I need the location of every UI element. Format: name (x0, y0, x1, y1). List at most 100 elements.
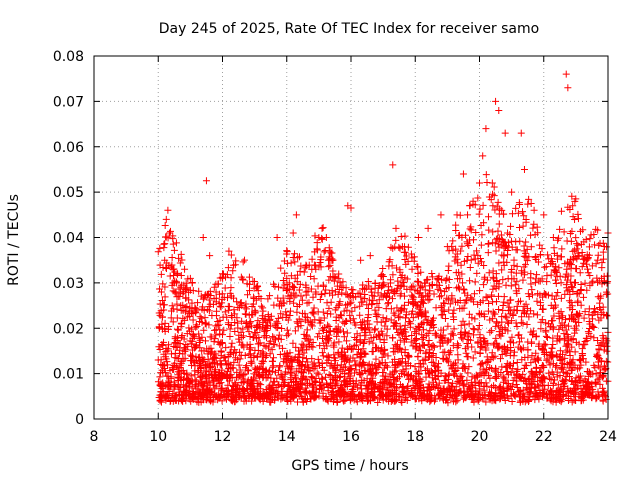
data-point (595, 358, 603, 366)
data-point (598, 371, 606, 379)
data-point (560, 228, 568, 236)
y-tick-label: 0.01 (53, 367, 84, 383)
data-point (332, 325, 340, 333)
data-point (396, 244, 404, 252)
data-point (159, 341, 167, 349)
data-point (463, 256, 471, 264)
data-point (464, 291, 472, 299)
data-point (426, 295, 434, 303)
data-point (510, 359, 518, 367)
data-point (352, 366, 360, 374)
data-point (217, 391, 225, 399)
data-point (569, 356, 577, 364)
data-point (557, 398, 565, 406)
data-point (420, 333, 428, 341)
data-point (586, 271, 594, 279)
data-point (289, 229, 297, 237)
data-point (510, 348, 518, 356)
data-point (239, 341, 247, 349)
data-point (492, 270, 500, 278)
data-point (569, 213, 577, 221)
data-point (495, 259, 503, 267)
data-point (388, 286, 396, 294)
data-point (462, 296, 470, 304)
data-point (450, 306, 458, 314)
data-point (364, 304, 372, 312)
data-point (252, 323, 260, 331)
data-point (231, 346, 239, 354)
data-point (191, 343, 199, 351)
data-point (601, 392, 609, 400)
data-point (289, 339, 297, 347)
data-point (245, 328, 253, 336)
data-point (196, 353, 204, 361)
data-point (469, 325, 477, 333)
data-point (397, 397, 405, 405)
data-point (458, 242, 466, 250)
data-point (594, 388, 602, 396)
data-point (407, 250, 415, 258)
data-point (236, 299, 244, 307)
data-point (444, 337, 452, 345)
data-point (342, 290, 350, 298)
data-point (558, 245, 566, 253)
data-point (465, 310, 473, 318)
data-point (506, 337, 514, 345)
data-point (517, 129, 525, 137)
data-point (318, 234, 326, 242)
data-point (320, 248, 328, 256)
data-point (227, 348, 235, 356)
data-point (492, 391, 500, 399)
data-point (533, 311, 541, 319)
data-point (571, 317, 579, 325)
data-point (317, 291, 325, 299)
data-point (482, 398, 490, 406)
x-tick-label: 22 (535, 429, 553, 445)
data-point (378, 392, 386, 400)
data-point (163, 372, 171, 380)
data-point (550, 295, 558, 303)
data-point (418, 298, 426, 306)
data-point (520, 165, 528, 173)
data-point (517, 374, 525, 382)
data-point (500, 390, 508, 398)
data-point (393, 264, 401, 272)
data-point (436, 293, 444, 301)
data-point (253, 352, 261, 360)
data-point (464, 211, 472, 219)
data-point (571, 197, 579, 205)
data-point (510, 261, 518, 269)
data-point (508, 398, 516, 406)
data-point (578, 349, 586, 357)
data-point (490, 310, 498, 318)
data-point (563, 360, 571, 368)
data-point (489, 228, 497, 236)
data-point (199, 295, 207, 303)
data-point (291, 327, 299, 335)
data-point (493, 278, 501, 286)
data-point (289, 283, 297, 291)
data-point (395, 358, 403, 366)
data-point (170, 339, 178, 347)
data-point (221, 284, 229, 292)
data-point (395, 373, 403, 381)
data-point (402, 358, 410, 366)
data-point (239, 258, 247, 266)
data-point (495, 322, 503, 330)
data-point (598, 259, 606, 267)
data-point (389, 161, 397, 169)
data-point (437, 326, 445, 334)
data-point (231, 354, 239, 362)
data-point (534, 382, 542, 390)
data-point (285, 286, 293, 294)
data-point (422, 313, 430, 321)
data-point (571, 329, 579, 337)
data-point (236, 371, 244, 379)
data-point (216, 302, 224, 310)
data-point (452, 398, 460, 406)
data-point (202, 177, 210, 185)
data-point (239, 375, 247, 383)
data-point (447, 347, 455, 355)
data-point (574, 365, 582, 373)
data-point (295, 253, 303, 261)
